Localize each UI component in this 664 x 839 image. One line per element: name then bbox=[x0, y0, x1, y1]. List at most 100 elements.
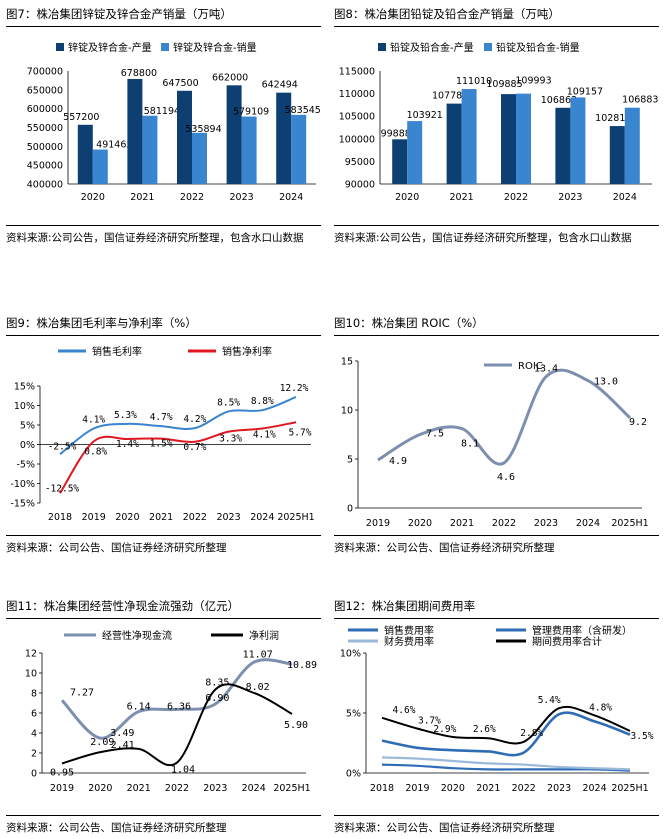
legend-label: 期间费用率合计 bbox=[532, 635, 602, 648]
x-tick-label: 2024 bbox=[576, 518, 600, 529]
bar-production bbox=[276, 92, 292, 184]
x-tick-label: 2023 bbox=[558, 192, 582, 203]
data-label: 581194 bbox=[144, 106, 180, 117]
x-tick-label: 2023 bbox=[534, 518, 558, 529]
x-tick-label: 2021 bbox=[149, 512, 173, 523]
data-label: 0.7% bbox=[183, 442, 206, 453]
bar-sales bbox=[407, 121, 423, 184]
chart-svg-fig12: 10% 5% 0% 2018 2019 2020 2021 2022 2023 2024 2025H… bbox=[340, 624, 654, 794]
data-label: 106863 bbox=[541, 95, 577, 106]
series-line-total-expense bbox=[381, 705, 631, 745]
series-line-net-profit bbox=[61, 683, 293, 766]
legend-swatch bbox=[161, 43, 169, 51]
x-tick-label: 2022 bbox=[183, 512, 207, 523]
data-label: 535894 bbox=[185, 124, 221, 135]
y-tick-label: 10 bbox=[341, 406, 353, 417]
x-tick-label: 2022 bbox=[492, 518, 516, 529]
series-line-net-margin bbox=[59, 421, 297, 494]
data-label: 102814 bbox=[595, 113, 631, 124]
data-label: -12.5% bbox=[45, 483, 80, 494]
data-label: 583545 bbox=[285, 105, 321, 116]
data-label: 13.4 bbox=[534, 364, 558, 375]
data-label: 3.5% bbox=[631, 731, 654, 742]
chart-panel-fig9: 图9：株冶集团毛利率与净利率（%） 15% 10% 5% 0% -5% -10% -15% 2… bbox=[6, 315, 321, 560]
y-tick-label: -10% bbox=[10, 479, 35, 490]
x-tick-label: 2024 bbox=[279, 192, 303, 203]
bar-production bbox=[446, 103, 462, 184]
data-label: 4.1% bbox=[253, 430, 276, 441]
bar-production bbox=[127, 78, 143, 184]
y-tick-label: 650000 bbox=[27, 85, 63, 96]
x-tick-label: 2019 bbox=[405, 783, 429, 794]
series-line-roic bbox=[377, 368, 632, 466]
chart-panel-fig10: 图10：株冶集团 ROIC（%） 15 10 5 0 2019 2020 2021 2022 2… bbox=[334, 315, 659, 560]
data-label: 9.2 bbox=[629, 417, 647, 428]
x-tick-label: 2024 bbox=[242, 783, 266, 794]
divider bbox=[334, 335, 659, 336]
data-label: 7.5 bbox=[426, 429, 444, 440]
divider bbox=[6, 225, 321, 226]
divider bbox=[334, 26, 659, 27]
data-label: 7.27 bbox=[70, 687, 94, 698]
y-tick-label: 115000 bbox=[339, 67, 375, 78]
data-label: 1.04 bbox=[171, 765, 195, 776]
series-line-operating-cashflow bbox=[60, 658, 293, 740]
data-label: 2.6% bbox=[473, 724, 496, 735]
data-label: 4.6 bbox=[497, 472, 515, 483]
bar-production bbox=[501, 94, 516, 184]
x-tick-label: 2023 bbox=[230, 192, 254, 203]
y-tick-label: 95000 bbox=[345, 157, 375, 168]
legend-label: 管理费用率（含研发） bbox=[532, 624, 632, 637]
bar-sales bbox=[624, 107, 640, 184]
x-tick-label: 2020 bbox=[115, 512, 139, 523]
chart-title: 图10：株冶集团 ROIC（%） bbox=[334, 316, 484, 330]
data-label: 107784 bbox=[432, 91, 468, 102]
y-tick-label: 600000 bbox=[27, 104, 63, 115]
chart-svg-fig8: 115000 110000 105000 100000 95000 90000 99888 1… bbox=[339, 41, 659, 203]
data-label: 662000 bbox=[212, 72, 248, 83]
chart-panel-fig12: 图12：株冶集团期间费用率 10% 5% 0% 2018 2019 2020 2021 202… bbox=[334, 598, 659, 836]
data-label: 8.1 bbox=[461, 439, 479, 450]
data-label: 109993 bbox=[515, 76, 551, 87]
data-label: 1.5% bbox=[150, 439, 173, 450]
data-label: 109157 bbox=[567, 86, 603, 97]
y-tick-label: 0% bbox=[20, 440, 35, 451]
data-label: 1.4% bbox=[116, 439, 139, 450]
data-label: 5.90 bbox=[284, 720, 308, 731]
data-label: 103921 bbox=[407, 110, 443, 121]
chart-svg-fig11: 12 10 8 6 4 2 0 2019 2020 2021 2022 2023 2024 2025H1 7… bbox=[25, 629, 317, 794]
x-tick-label: 2025H1 bbox=[277, 512, 314, 523]
legend-label: 经营性净现金流 bbox=[102, 629, 172, 642]
bar-production bbox=[177, 90, 192, 184]
source-note: 资料来源：公司公告、国信证券经济研究所整理 bbox=[334, 542, 555, 554]
chart-title: 图8：株冶集团铅锭及铅合金产销量（万吨） bbox=[334, 7, 560, 21]
x-tick-label: 2022 bbox=[504, 192, 528, 203]
data-label: 557200 bbox=[63, 112, 99, 123]
data-label: 10.89 bbox=[287, 660, 317, 671]
x-tick-label: 2023 bbox=[547, 783, 571, 794]
y-tick-label: 10% bbox=[14, 401, 35, 412]
legend-label: 销售费用率 bbox=[384, 624, 434, 637]
x-tick-label: 2021 bbox=[130, 192, 154, 203]
source-note: 资料来源：公司公告、国信证券经济研究所整理 bbox=[334, 822, 555, 834]
x-tick-label: 2025H1 bbox=[611, 783, 648, 794]
x-tick-label: 2022 bbox=[165, 783, 189, 794]
x-tick-label: 2018 bbox=[370, 783, 394, 794]
y-tick-label: 110000 bbox=[339, 89, 375, 100]
series-line-sales-expense bbox=[381, 763, 631, 772]
data-label: 3.3% bbox=[219, 434, 242, 445]
legend-swatch bbox=[378, 43, 386, 51]
divider bbox=[334, 535, 659, 536]
chart-svg-fig9: 15% 10% 5% 0% -5% -10% -15% 2018 2019 2020 2021 202… bbox=[10, 345, 314, 523]
divider bbox=[6, 335, 321, 336]
x-tick-label: 2024 bbox=[582, 783, 606, 794]
chart-title: 图9：株冶集团毛利率与净利率（%） bbox=[6, 316, 197, 330]
legend-label: 净利润 bbox=[249, 629, 279, 642]
data-label: 6.36 bbox=[167, 701, 191, 712]
chart-svg-fig10: 15 10 5 0 2019 2020 2021 2022 2023 2024 2025H1 4.9 7… bbox=[341, 357, 649, 530]
y-tick-label: 4 bbox=[31, 729, 37, 740]
data-label: 647500 bbox=[162, 78, 198, 89]
bar-production bbox=[609, 126, 625, 184]
data-label: 109885 bbox=[486, 79, 522, 90]
x-tick-label: 2021 bbox=[127, 783, 151, 794]
